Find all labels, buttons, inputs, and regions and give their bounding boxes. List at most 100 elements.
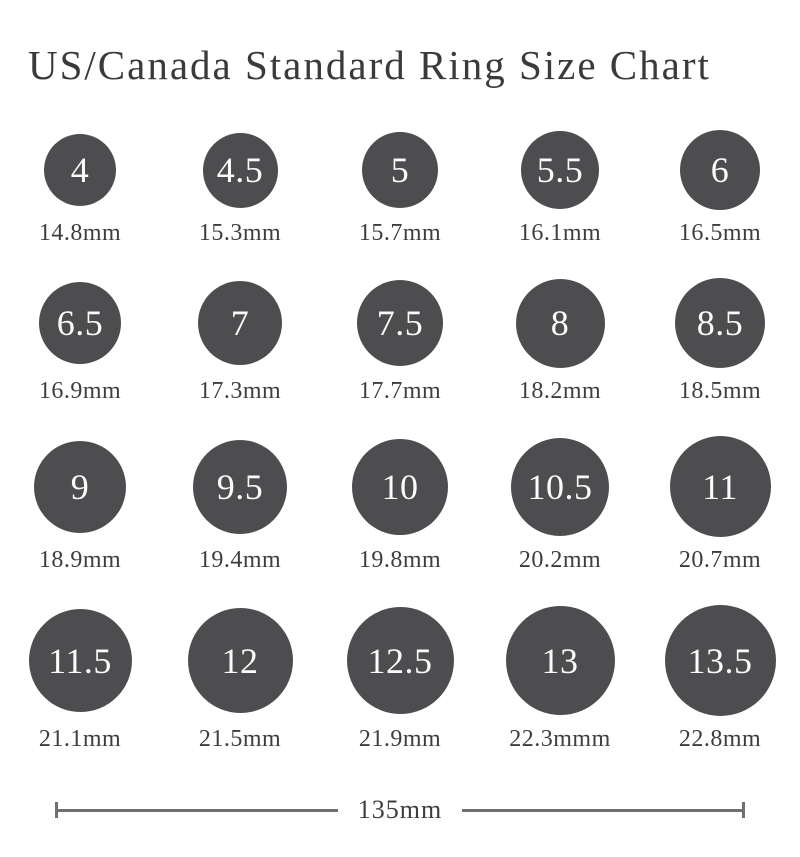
circle-zone: 8.5: [675, 275, 765, 371]
ruler-left-line: [58, 808, 338, 812]
ring-size-cell: 13 22.3mmm: [480, 602, 640, 751]
ring-size-cell: 8 18.2mm: [480, 275, 640, 403]
ring-circle: 8.5: [675, 278, 765, 369]
circle-zone: 13.5: [664, 602, 776, 719]
ring-diameter-label: 16.1mm: [518, 220, 602, 247]
ring-size-cell: 5.5 16.1mm: [480, 127, 640, 245]
ring-size-number: 11: [702, 466, 738, 507]
ring-size-cell: 10 19.8mm: [320, 433, 480, 572]
ring-diameter-label: 22.3mmm: [509, 726, 611, 753]
ring-circle: 10.5: [511, 437, 609, 536]
circle-zone: 13: [505, 602, 615, 719]
ring-circle: 9: [34, 440, 126, 533]
ring-diameter-label: 14.8mm: [38, 220, 122, 247]
ring-size-number: 11.5: [48, 640, 112, 681]
ring-diameter-label: 18.2mm: [518, 378, 602, 405]
ring-size-number: 10.5: [527, 466, 593, 507]
page-title: US/Canada Standard Ring Size Chart: [28, 42, 711, 88]
ring-size-cell: 6.5 16.9mm: [0, 275, 160, 403]
ring-circle: 10: [352, 438, 448, 535]
circle-zone: 7.5: [357, 275, 443, 371]
ring-size-number: 6: [710, 150, 730, 191]
ring-size-number: 7: [230, 303, 250, 344]
ring-size-number: 13.5: [687, 640, 753, 681]
ring-circle: 4: [44, 134, 116, 207]
circle-zone: 8: [515, 275, 605, 371]
ring-circle: 13.5: [664, 605, 776, 717]
ring-circle: 6.5: [39, 282, 121, 365]
ring-size-cell: 12 21.5mm: [160, 602, 320, 751]
ring-size-cell: 6 16.5mm: [640, 127, 800, 245]
ring-size-number: 6.5: [56, 303, 104, 344]
ring-circle: 11.5: [28, 609, 132, 713]
circle-zone: 4.5: [202, 127, 278, 213]
circle-zone: 7: [198, 275, 282, 371]
ring-size-cell: 9.5 19.4mm: [160, 433, 320, 572]
ring-size-number: 13: [541, 640, 579, 681]
ring-diameter-label: 18.9mm: [38, 547, 122, 574]
ring-size-row: 9 18.9mm 9.5 19.4mm 10 19.8mm 10.5 20.2mm 11 20.7…: [0, 433, 800, 572]
ring-circle: 12.5: [346, 607, 454, 715]
ring-size-cell: 4 14.8mm: [0, 127, 160, 245]
ring-size-cell: 8.5 18.5mm: [640, 275, 800, 403]
ring-size-row: 6.5 16.9mm 7 17.3mm 7.5 17.7mm 8 18.2mm 8.5 18.5m…: [0, 275, 800, 403]
circle-zone: 9.5: [193, 433, 287, 540]
ring-circle: 5.5: [521, 131, 599, 210]
ring-size-number: 9: [70, 466, 90, 507]
circle-zone: 12.5: [346, 602, 454, 719]
ring-diameter-label: 17.3mm: [198, 378, 282, 405]
circle-zone: 12: [187, 602, 293, 719]
ring-diameter-label: 20.2mm: [518, 547, 602, 574]
ring-size-cell: 9 18.9mm: [0, 433, 160, 572]
ring-circle: 13: [505, 606, 615, 716]
ring-circle: 12: [187, 608, 293, 714]
ring-diameter-label: 20.7mm: [678, 547, 762, 574]
ring-size-cell: 7 17.3mm: [160, 275, 320, 403]
ring-size-number: 8.5: [696, 303, 744, 344]
ring-circle: 8: [515, 278, 605, 368]
ring-diameter-label: 21.9mm: [358, 726, 442, 753]
ring-size-number: 10: [381, 466, 419, 507]
circle-zone: 10: [352, 433, 448, 540]
ring-diameter-label: 15.3mm: [198, 220, 282, 247]
circle-zone: 11.5: [28, 602, 132, 719]
circle-zone: 10.5: [511, 433, 609, 540]
ruler-left-cap-icon: [55, 802, 58, 819]
circle-zone: 11: [669, 433, 771, 540]
ruler-right-line: [462, 808, 743, 812]
ring-diameter-label: 16.5mm: [678, 220, 762, 247]
ring-size-cell: 4.5 15.3mm: [160, 127, 320, 245]
ruler-length-label: 135mm: [357, 795, 443, 825]
ring-diameter-label: 19.8mm: [358, 547, 442, 574]
ring-size-number: 7.5: [376, 303, 424, 344]
ring-circle: 4.5: [202, 132, 278, 208]
ring-size-cell: 13.5 22.8mm: [640, 602, 800, 751]
ring-size-number: 12.5: [367, 640, 433, 681]
ring-size-row: 11.5 21.1mm 12 21.5mm 12.5 21.9mm 13 22.3mmm 13.…: [0, 602, 800, 751]
ring-diameter-label: 18.5mm: [678, 378, 762, 405]
ring-diameter-label: 17.7mm: [358, 378, 442, 405]
ring-diameter-label: 21.1mm: [38, 726, 122, 753]
ring-size-number: 5: [390, 150, 410, 191]
circle-zone: 4: [44, 127, 116, 213]
circle-zone: 6.5: [39, 275, 121, 371]
ring-circle: 7: [198, 281, 282, 366]
ring-size-number: 8: [550, 303, 570, 344]
ring-circle: 5: [362, 132, 438, 209]
ring-size-cell: 5 15.7mm: [320, 127, 480, 245]
circle-zone: 5: [362, 127, 438, 213]
ring-diameter-label: 22.8mm: [678, 726, 762, 753]
ring-circle: 7.5: [357, 280, 443, 367]
ring-circle: 11: [669, 436, 771, 538]
ring-size-row: 4 14.8mm 4.5 15.3mm 5 15.7mm 5.5 16.1mm 6 16.5mm: [0, 127, 800, 245]
ring-diameter-label: 19.4mm: [198, 547, 282, 574]
ring-size-number: 12: [221, 640, 259, 681]
ring-size-number: 5.5: [536, 150, 584, 191]
ring-circle: 9.5: [193, 439, 287, 534]
scale-ruler: 135mm: [55, 795, 746, 825]
ring-size-grid: 4 14.8mm 4.5 15.3mm 5 15.7mm 5.5 16.1mm 6 16.5mm 6…: [0, 127, 800, 751]
ring-diameter-label: 16.9mm: [38, 378, 122, 405]
ruler-right-cap-icon: [742, 802, 746, 819]
circle-zone: 6: [680, 127, 760, 213]
